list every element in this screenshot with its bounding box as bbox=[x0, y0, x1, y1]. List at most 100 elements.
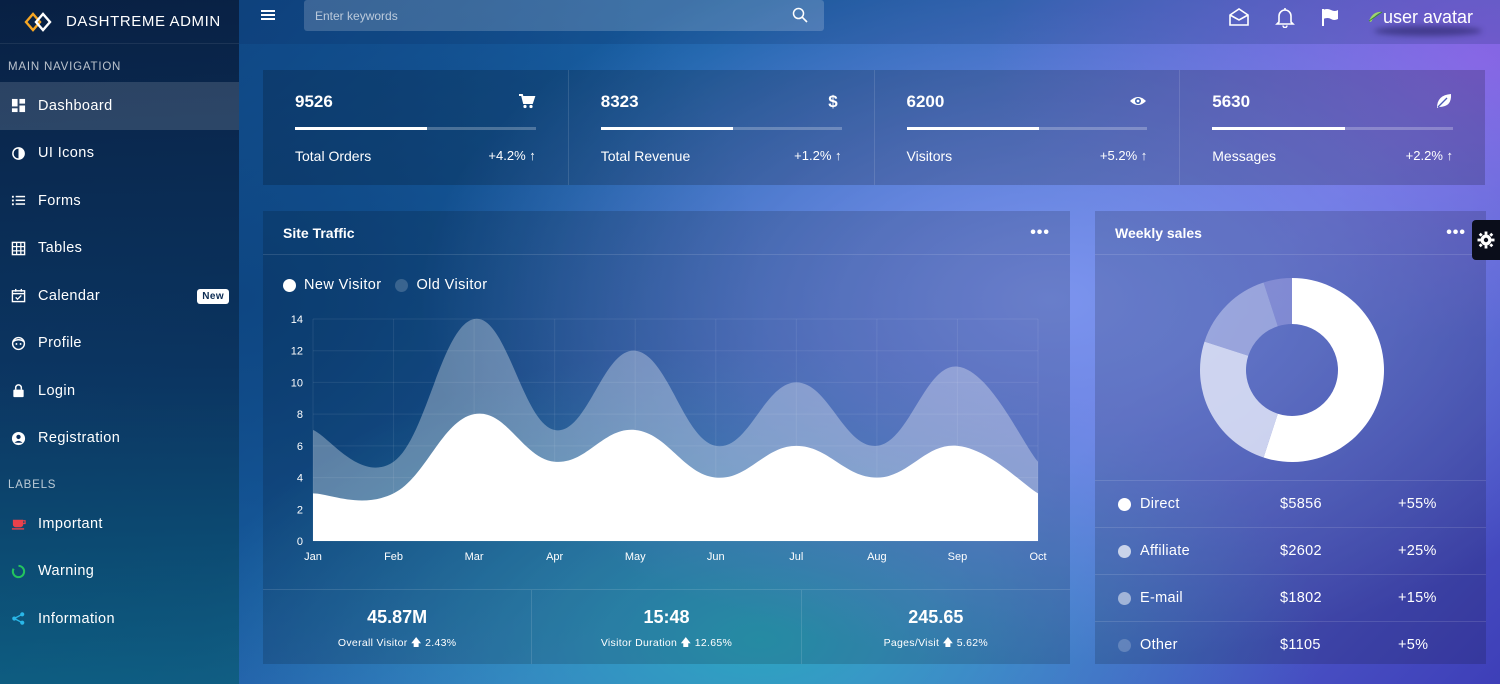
gear-icon bbox=[1477, 231, 1495, 249]
leaf-icon bbox=[1437, 94, 1452, 108]
card-header: Site Traffic ••• bbox=[263, 211, 1070, 255]
dollar-icon: $ bbox=[828, 92, 838, 110]
sidebar-item-label: Forms bbox=[38, 192, 82, 209]
sales-amount: $2602 bbox=[1280, 543, 1322, 559]
y-tick-label: 10 bbox=[291, 377, 303, 389]
arrow-up-icon: 🡅 bbox=[942, 637, 954, 649]
sales-dot bbox=[1118, 497, 1131, 511]
nav-header-labels: LABELS bbox=[8, 478, 57, 491]
sidebar-item-label: Calendar bbox=[38, 287, 101, 304]
card-menu-button[interactable]: ••• bbox=[1030, 224, 1050, 241]
sales-percent: +55% bbox=[1398, 496, 1437, 512]
dashboard-icon bbox=[10, 98, 26, 114]
footer-stat-visitor-duration: 15:48 Visitor Duration 🡅 12.65% bbox=[532, 590, 802, 664]
brand-logo-icon bbox=[24, 11, 52, 32]
share-icon bbox=[10, 611, 26, 627]
stat-value: 9526 bbox=[295, 92, 333, 111]
stats-strip: 9526 Total Orders +4.2% ↑ 8323 $ Total R… bbox=[263, 70, 1485, 185]
envelope-open-icon[interactable] bbox=[1228, 6, 1250, 28]
donut-slice-other[interactable] bbox=[1263, 278, 1292, 327]
sidebar-item-forms[interactable]: Forms bbox=[0, 177, 239, 225]
sales-name: Direct bbox=[1140, 496, 1180, 512]
donut-slice-email[interactable] bbox=[1204, 282, 1278, 356]
sales-amount: $5856 bbox=[1280, 496, 1322, 512]
sales-dot bbox=[1118, 544, 1131, 558]
flag-icon[interactable] bbox=[1319, 6, 1341, 28]
donut-slice-affiliate[interactable] bbox=[1200, 341, 1278, 458]
avatar[interactable]: user avatar bbox=[1367, 4, 1473, 30]
chart-legend: New Visitor Old Visitor bbox=[283, 277, 502, 293]
sidebar-item-login[interactable]: Login bbox=[0, 367, 239, 415]
x-tick-label: Mar bbox=[465, 551, 484, 563]
sidebar-item-information[interactable]: Information bbox=[0, 595, 239, 643]
calendar-icon bbox=[10, 288, 26, 304]
brand[interactable]: DASHTREME ADMIN bbox=[0, 0, 239, 44]
y-tick-label: 8 bbox=[297, 409, 303, 421]
sidebar-item-warning[interactable]: Warning bbox=[0, 548, 239, 596]
card-menu-button[interactable]: ••• bbox=[1446, 224, 1466, 241]
x-tick-label: Oct bbox=[1029, 551, 1046, 563]
stat-progress-fill bbox=[295, 127, 428, 130]
y-tick-label: 0 bbox=[297, 536, 303, 548]
lock-icon bbox=[10, 383, 26, 399]
sales-name: E-mail bbox=[1140, 590, 1183, 606]
bell-icon[interactable] bbox=[1274, 6, 1296, 28]
x-tick-label: Sep bbox=[948, 551, 968, 563]
sales-row-other: Other $1105 +5% bbox=[1095, 621, 1486, 668]
sales-percent: +5% bbox=[1398, 637, 1429, 653]
stat-label: Total Revenue bbox=[600, 148, 691, 164]
footer-value: 245.65 bbox=[908, 607, 964, 627]
x-tick-label: Jun bbox=[707, 551, 725, 563]
sidebar-item-label: Warning bbox=[38, 563, 95, 580]
area-new-visitor bbox=[313, 413, 1038, 541]
sidebar-item-registration[interactable]: Registration bbox=[0, 415, 239, 463]
footer-change: 2.43% bbox=[425, 637, 457, 649]
footer-label-text: Visitor Duration bbox=[600, 637, 678, 649]
footer-label: Pages/Visit 🡅 5.62% bbox=[802, 635, 1070, 653]
eye-icon bbox=[1130, 97, 1147, 105]
sidebar-item-label: Important bbox=[38, 515, 103, 532]
x-tick-label: May bbox=[625, 551, 646, 563]
settings-toggle[interactable] bbox=[1472, 220, 1500, 260]
card-title: Weekly sales bbox=[1115, 224, 1202, 241]
sales-name: Affiliate bbox=[1140, 543, 1190, 559]
nav-header-main: MAIN NAVIGATION bbox=[8, 60, 122, 73]
circle-notch-icon bbox=[10, 563, 26, 579]
broken-image-icon bbox=[1368, 11, 1383, 22]
sales-amount: $1105 bbox=[1280, 637, 1321, 653]
donut-slice-direct[interactable] bbox=[1263, 278, 1384, 462]
legend-item-old-visitor[interactable]: Old Visitor bbox=[395, 277, 487, 293]
search-input[interactable] bbox=[304, 0, 824, 31]
x-tick-label: Feb bbox=[384, 551, 403, 563]
y-tick-label: 12 bbox=[291, 346, 303, 358]
sidebar-item-profile[interactable]: Profile bbox=[0, 320, 239, 368]
sidebar-item-label: Tables bbox=[38, 240, 83, 257]
footer-change: 5.62% bbox=[956, 637, 989, 649]
hamburger-menu-icon[interactable] bbox=[260, 7, 276, 23]
stat-value: 6200 bbox=[906, 92, 945, 111]
footer-label: Visitor Duration 🡅 12.65% bbox=[532, 635, 800, 653]
cup-icon bbox=[10, 516, 26, 532]
sales-dot bbox=[1118, 638, 1131, 652]
footer-label-text: Overall Visitor bbox=[337, 637, 408, 649]
stat-progress-bar bbox=[600, 127, 842, 130]
x-tick-label: Jan bbox=[304, 551, 322, 563]
sidebar-item-ui-icons[interactable]: UI Icons bbox=[0, 130, 239, 178]
site-traffic-chart: 0 2 4 6 8 10 12 14 Jan Feb Mar Apr May Jun Jul Aug Sep Oc… bbox=[291, 314, 1047, 563]
stat-label: Total Orders bbox=[295, 148, 372, 164]
avatar-alt-text: user avatar bbox=[1383, 6, 1474, 27]
contrast-icon bbox=[10, 145, 26, 161]
sidebar-item-important[interactable]: Important bbox=[0, 500, 239, 548]
sidebar-item-label: Login bbox=[38, 382, 76, 399]
list-icon bbox=[10, 193, 26, 209]
sidebar-item-dashboard[interactable]: Dashboard bbox=[0, 82, 239, 130]
sales-row-affiliate: Affiliate $2602 +25% bbox=[1095, 527, 1486, 574]
sidebar-item-label: Information bbox=[38, 610, 115, 627]
footer-label: Overall Visitor 🡅 2.43% bbox=[263, 635, 531, 653]
sidebar-item-tables[interactable]: Tables bbox=[0, 225, 239, 273]
sidebar-item-calendar[interactable]: Calendar New bbox=[0, 272, 239, 320]
legend-item-new-visitor[interactable]: New Visitor bbox=[283, 277, 381, 293]
traffic-footer: 45.87M Overall Visitor 🡅 2.43% 15:48 Vis… bbox=[263, 589, 1070, 664]
search-icon[interactable] bbox=[792, 7, 808, 23]
stat-progress-bar bbox=[1212, 127, 1453, 130]
